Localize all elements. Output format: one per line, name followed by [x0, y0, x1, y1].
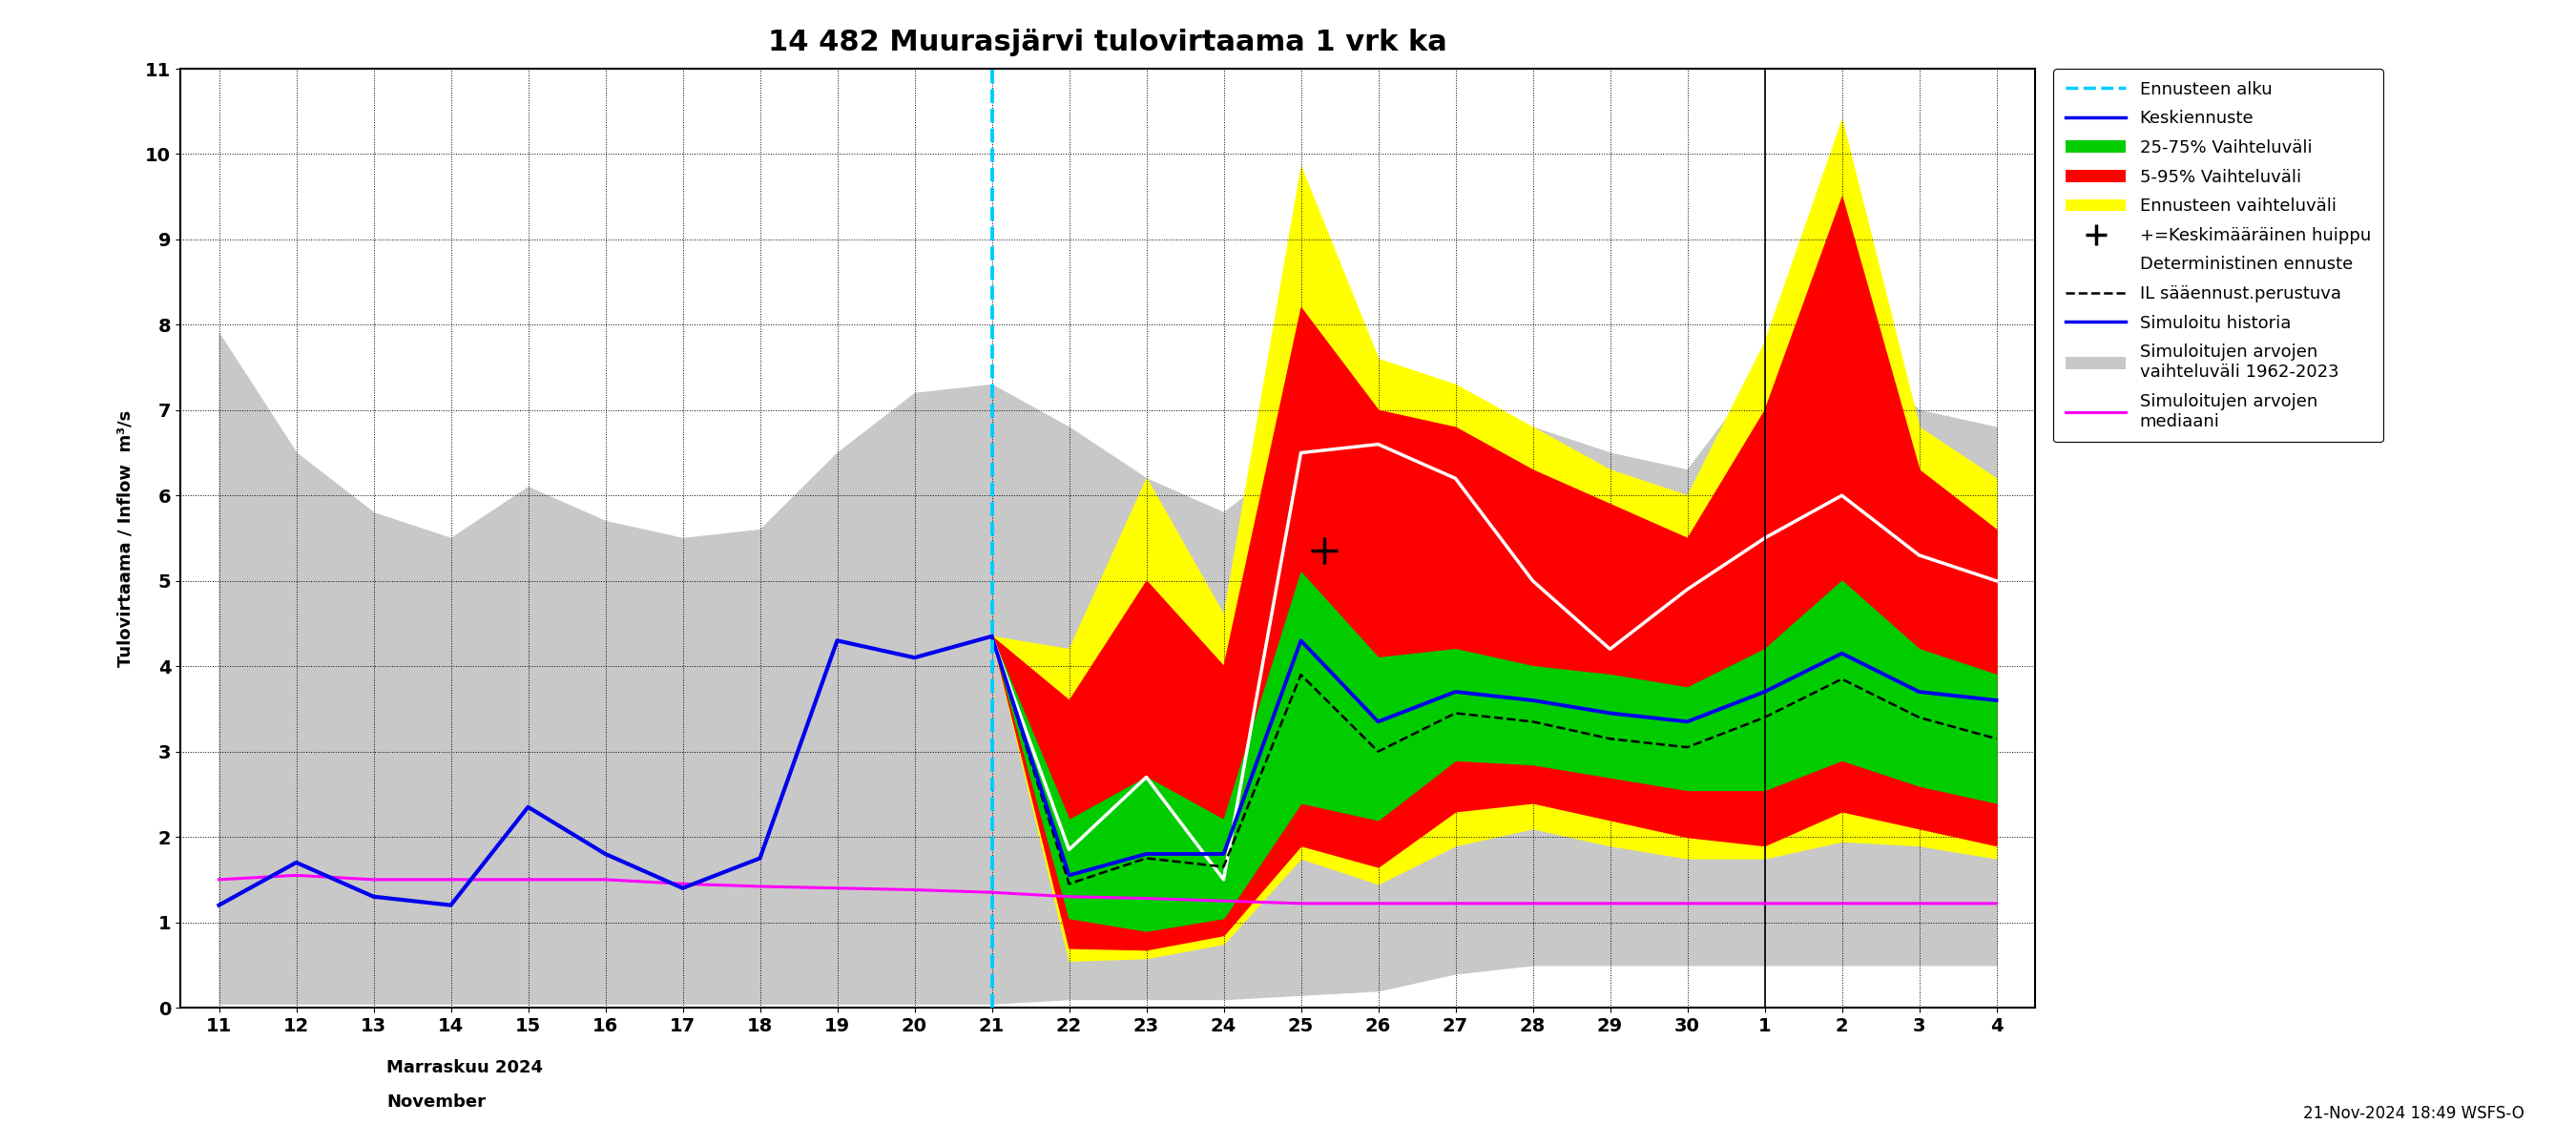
Title: 14 482 Muurasjärvi tulovirtaama 1 vrk ka: 14 482 Muurasjärvi tulovirtaama 1 vrk ka: [768, 29, 1448, 56]
Y-axis label: Tulovirtaama / Inflow  m³/s: Tulovirtaama / Inflow m³/s: [118, 410, 134, 666]
Text: Marraskuu 2024: Marraskuu 2024: [386, 1059, 544, 1076]
Text: November: November: [386, 1093, 487, 1111]
Legend: Ennusteen alku, Keskiennuste, 25-75% Vaihteluväli, 5-95% Vaihteluväli, Ennusteen: Ennusteen alku, Keskiennuste, 25-75% Vai…: [2053, 69, 2383, 442]
Text: 21-Nov-2024 18:49 WSFS-O: 21-Nov-2024 18:49 WSFS-O: [2303, 1105, 2524, 1122]
